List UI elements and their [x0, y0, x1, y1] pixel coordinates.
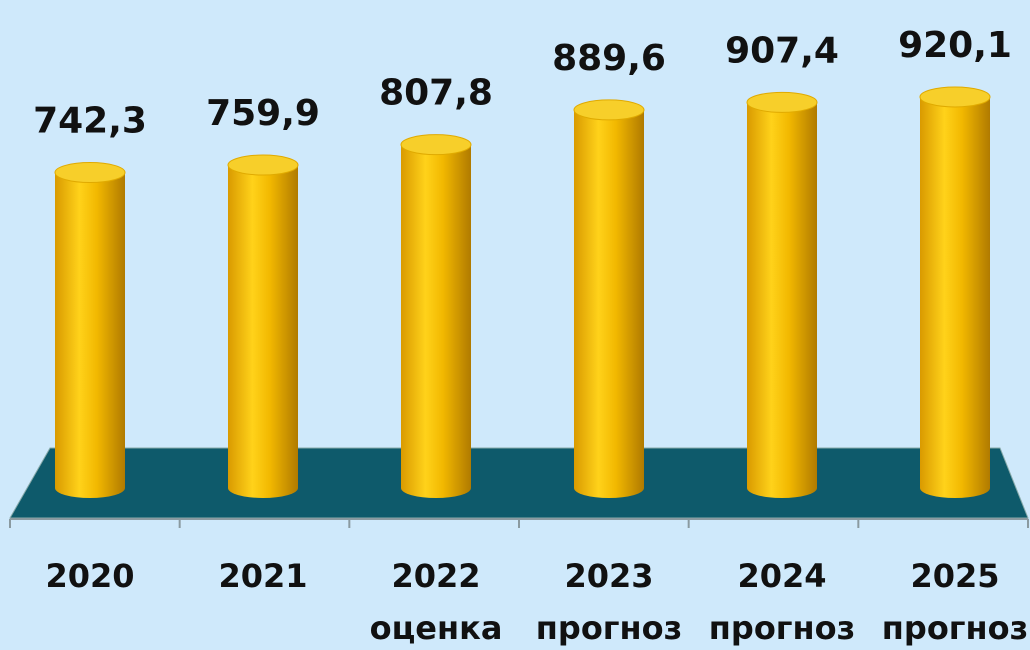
cylinder-top [919, 86, 991, 108]
x-tick-label: 2023 [564, 557, 653, 595]
x-tick-sublabel: прогноз [536, 609, 682, 647]
cylinder-top [573, 99, 645, 121]
x-tick-sublabel: прогноз [882, 609, 1028, 647]
value-label: 889,6 [552, 38, 666, 79]
x-tick-label: 2021 [218, 557, 307, 595]
value-label: 807,8 [379, 73, 493, 114]
value-label: 907,4 [725, 30, 839, 71]
value-label: 920,1 [898, 25, 1012, 66]
cylinder-top [746, 91, 818, 113]
cylinder-top [400, 134, 472, 156]
x-tick-label: 2020 [45, 557, 134, 595]
cylinder [228, 165, 298, 499]
x-tick-label: 2025 [910, 557, 999, 595]
floor [9, 447, 1029, 519]
cylinder [920, 96, 990, 499]
cylinder [401, 144, 471, 498]
cylinder [574, 109, 644, 499]
value-label: 759,9 [206, 93, 320, 134]
x-tick-sublabel: оценка [370, 609, 503, 647]
x-tick-label: 2024 [737, 557, 826, 595]
cylinder [747, 102, 817, 498]
cylinder [55, 172, 125, 498]
value-label: 742,3 [33, 101, 147, 142]
x-tick-label: 2022 [391, 557, 480, 595]
cylinder-top [54, 162, 126, 184]
x-tick-sublabel: прогноз [709, 609, 855, 647]
cylinder-top [227, 154, 299, 176]
